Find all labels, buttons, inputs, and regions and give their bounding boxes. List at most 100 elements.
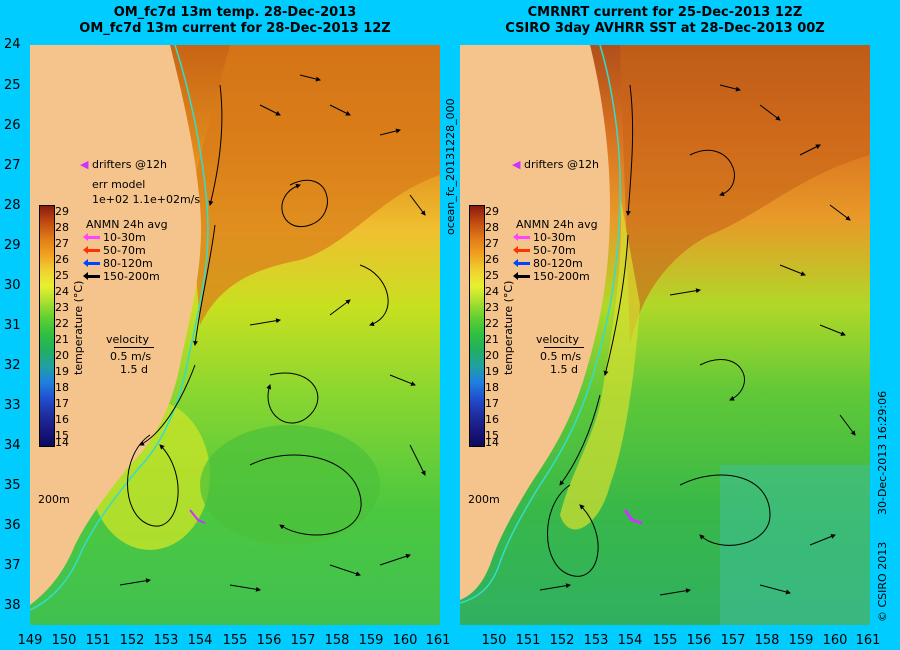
right-drifters (623, 509, 643, 525)
left-anmn-legend: ANMN 24h avg 10-30m 50-70m 80-120m 150-2… (83, 218, 168, 283)
right-current-arrows (539, 84, 856, 596)
anmn-depth-label: 10-30m (533, 231, 576, 244)
anmn-title: ANMN 24h avg (516, 218, 598, 231)
left-shelf-line (30, 45, 209, 611)
colorbar-tick: 22 (485, 317, 499, 330)
colorbar-tick: 14 (485, 436, 499, 449)
left-title-line1: OM_fc7d 13m temp. 28-Dec-2013 (113, 5, 357, 20)
colorbar-tick: 14 (55, 436, 69, 449)
footer-copyright: © CSIRO 2013 (876, 541, 889, 622)
colorbar-tick: 18 (55, 381, 69, 394)
x-label: 153 (583, 633, 609, 648)
x-label: 154 (617, 633, 643, 648)
left-land (30, 45, 201, 605)
colorbar-tick: 27 (55, 237, 69, 250)
y-label: 30 (4, 278, 21, 293)
anmn-row-3: 80-120m (513, 257, 598, 270)
colorbar-tick: 28 (55, 221, 69, 234)
anmn-depth-label: 80-120m (103, 257, 153, 270)
anmn-row-1: 10-30m (513, 231, 598, 244)
anmn-arrow-icon (83, 259, 100, 267)
colorbar-tick: 19 (55, 365, 69, 378)
left-warm-core (190, 45, 440, 325)
anmn-arrow-icon (513, 233, 530, 241)
y-label: 27 (4, 158, 21, 173)
anmn-row-4: 150-200m (83, 270, 168, 283)
anmn-depth-label: 150-200m (103, 270, 160, 283)
x-label: 155 (222, 633, 248, 648)
err-model-value: 1e+02 1.1e+02m/s (92, 193, 201, 206)
colorbar-tick: 20 (485, 349, 499, 362)
right-panel-title: CMRNRT current for 25-Dec-2013 12Z CSIRO… (460, 5, 870, 37)
anmn-depth-label: 80-120m (533, 257, 583, 270)
right-map-svg (460, 45, 870, 625)
colorbar-tick: 19 (485, 365, 499, 378)
y-label: 28 (4, 198, 21, 213)
x-label: 157 (720, 633, 746, 648)
right-land (460, 45, 610, 600)
x-label: 159 (788, 633, 814, 648)
colorbar-tick: 26 (485, 253, 499, 266)
x-label: 161 (425, 633, 451, 648)
colorbar-tick: 27 (485, 237, 499, 250)
anmn-row-3: 80-120m (83, 257, 168, 270)
colorbar-tick: 26 (55, 253, 69, 266)
x-label: 161 (855, 633, 881, 648)
y-label: 33 (4, 398, 21, 413)
colorbar-tick: 16 (55, 413, 69, 426)
y-label: 38 (4, 598, 21, 613)
x-label: 152 (549, 633, 575, 648)
x-label: 152 (119, 633, 145, 648)
velocity-label: velocity (536, 333, 579, 346)
left-velocity-legend: velocity 0.5 m/s 1.5 d (106, 333, 154, 376)
right-colorbar (469, 205, 485, 447)
x-label: 149 (17, 633, 43, 648)
right-drifters-legend: ◀ drifters @12h (512, 158, 599, 171)
velocity-scale: 0.5 m/s (110, 350, 152, 363)
right-velocity-legend: velocity 0.5 m/s 1.5 d (536, 333, 584, 376)
left-200m-label: 200m (38, 493, 70, 506)
y-label: 26 (4, 118, 21, 133)
colorbar-tick: 23 (485, 301, 499, 314)
y-label: 37 (4, 558, 21, 573)
y-label: 25 (4, 78, 21, 93)
anmn-row-2: 50-70m (513, 244, 598, 257)
velocity-days: 1.5 d (550, 363, 578, 376)
left-panel-title: OM_fc7d 13m temp. 28-Dec-2013 OM_fc7d 13… (30, 5, 440, 37)
anmn-row-2: 50-70m (83, 244, 168, 257)
drifter-marker-icon: ◀ (80, 158, 89, 171)
x-label: 156 (256, 633, 282, 648)
anmn-arrow-icon (513, 246, 530, 254)
velocity-label: velocity (106, 333, 149, 346)
x-label: 155 (652, 633, 678, 648)
left-drifters (189, 509, 206, 524)
x-label: 151 (515, 633, 541, 648)
right-anmn-legend: ANMN 24h avg 10-30m 50-70m 80-120m 150-2… (513, 218, 598, 283)
colorbar-tick: 29 (485, 205, 499, 218)
x-label: 150 (481, 633, 507, 648)
colorbar-tick: 18 (485, 381, 499, 394)
right-shelf-line (460, 45, 622, 604)
right-warm-core (620, 45, 870, 345)
x-label: 160 (822, 633, 848, 648)
run-label: ocean_fc_20131228_000 (444, 98, 457, 235)
right-drifters-label: drifters @12h (523, 158, 600, 171)
y-label: 31 (4, 318, 21, 333)
y-label: 36 (4, 518, 21, 533)
right-title-line2: CSIRO 3day AVHRR SST at 28-Dec-2013 00Z (505, 21, 825, 36)
err-model-label: err model (92, 178, 146, 191)
colorbar-tick: 23 (55, 301, 69, 314)
left-drifters-legend: ◀ drifters @12h (80, 158, 167, 171)
y-label: 32 (4, 358, 21, 373)
anmn-arrow-icon (513, 259, 530, 267)
x-label: 158 (324, 633, 350, 648)
left-map-svg (30, 45, 440, 625)
colorbar-tick: 25 (485, 269, 499, 282)
anmn-row-4: 150-200m (513, 270, 598, 283)
colorbar-tick: 21 (485, 333, 499, 346)
colorbar-tick: 29 (55, 205, 69, 218)
anmn-arrow-icon (83, 233, 100, 241)
colorbar-tick: 24 (485, 285, 499, 298)
velocity-scale: 0.5 m/s (540, 350, 582, 363)
colorbar-tick: 15 (55, 429, 69, 442)
